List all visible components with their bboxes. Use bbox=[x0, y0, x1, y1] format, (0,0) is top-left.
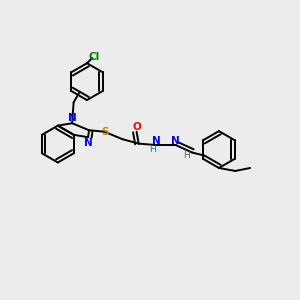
Text: N: N bbox=[84, 138, 93, 148]
Text: N: N bbox=[171, 136, 180, 146]
Text: O: O bbox=[133, 122, 142, 132]
Text: H: H bbox=[183, 151, 190, 160]
Text: Cl: Cl bbox=[89, 52, 100, 62]
Text: H: H bbox=[149, 145, 155, 154]
Text: S: S bbox=[101, 127, 109, 137]
Text: N: N bbox=[68, 113, 77, 123]
Text: N: N bbox=[152, 136, 161, 146]
